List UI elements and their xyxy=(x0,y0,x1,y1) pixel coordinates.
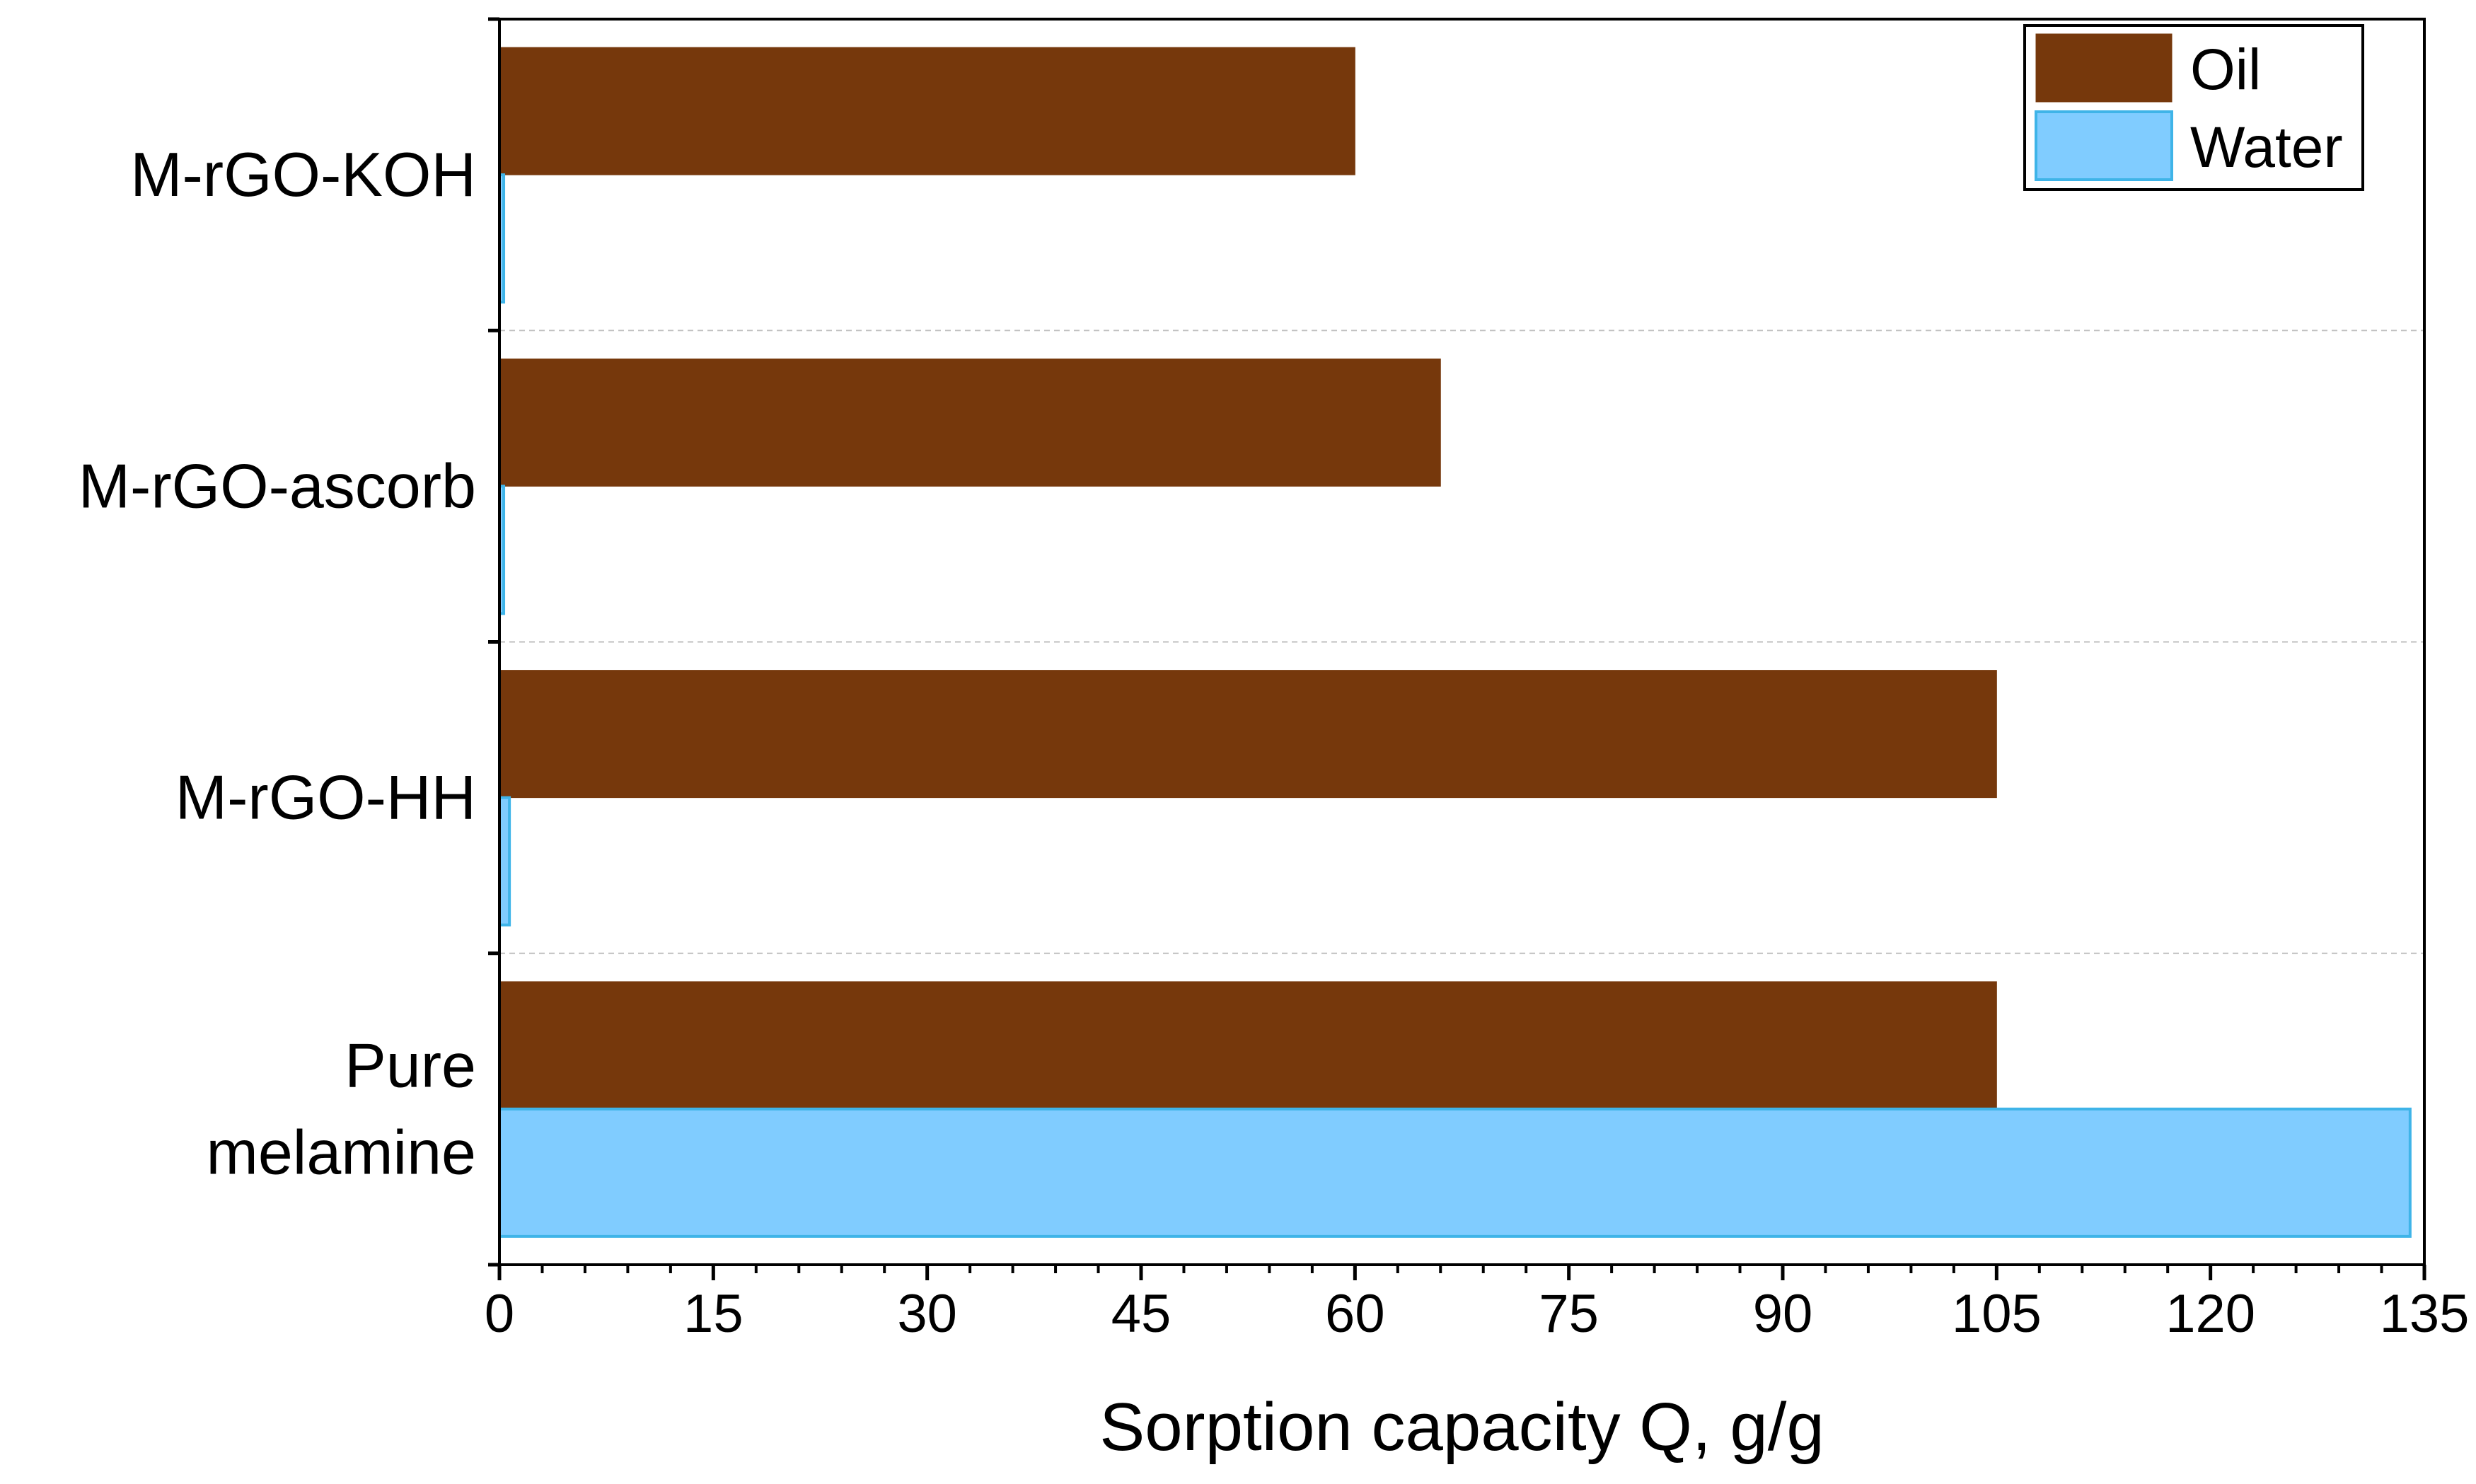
oil-bar-m-rgo-koh xyxy=(499,47,1355,175)
axis-labels: 0 15 30 45 60 75 90 105 120 135 Pure melamine M-rGO-… xyxy=(79,139,2470,1344)
x-tick-label: 0 xyxy=(485,1284,514,1344)
axis-ticks xyxy=(488,17,2426,1280)
x-tick-label: 120 xyxy=(2165,1284,2255,1344)
oil-bar-m-rgo-hh xyxy=(499,670,1997,799)
x-tick-label: 30 xyxy=(897,1284,957,1344)
y-category-label: M-rGO-ascorb xyxy=(79,451,476,521)
oil-bar-m-rgo-ascorb xyxy=(499,358,1441,487)
legend: Oil Water xyxy=(2023,24,2364,191)
oil-bar-pure-melamine xyxy=(499,981,1997,1110)
x-tick-label: 15 xyxy=(683,1284,744,1344)
y-category-label: M-rGO-KOH xyxy=(130,139,476,209)
x-tick-label: 90 xyxy=(1753,1284,1813,1344)
y-category-label: Pure xyxy=(345,1030,476,1100)
x-axis-title: Sorption capacity Q, g/g xyxy=(1099,1389,1824,1465)
x-tick-label: 135 xyxy=(2380,1284,2470,1344)
water-bar-pure-melamine xyxy=(498,1107,2412,1238)
x-tick-label: 75 xyxy=(1539,1284,1599,1344)
legend-swatch-oil xyxy=(2035,33,2173,103)
y-category-label: M-rGO-HH xyxy=(175,763,476,833)
x-tick-label: 60 xyxy=(1325,1284,1385,1344)
x-tick-label: 105 xyxy=(1952,1284,2042,1344)
water-bar-m-rgo-hh xyxy=(498,796,511,927)
legend-label-oil: Oil xyxy=(2190,37,2261,102)
legend-swatch-water xyxy=(2035,110,2173,181)
y-category-label: melamine xyxy=(207,1117,476,1187)
x-tick-label: 45 xyxy=(1111,1284,1172,1344)
bars xyxy=(498,47,2412,1238)
legend-label-water: Water xyxy=(2190,115,2343,180)
gridlines xyxy=(499,330,2424,954)
